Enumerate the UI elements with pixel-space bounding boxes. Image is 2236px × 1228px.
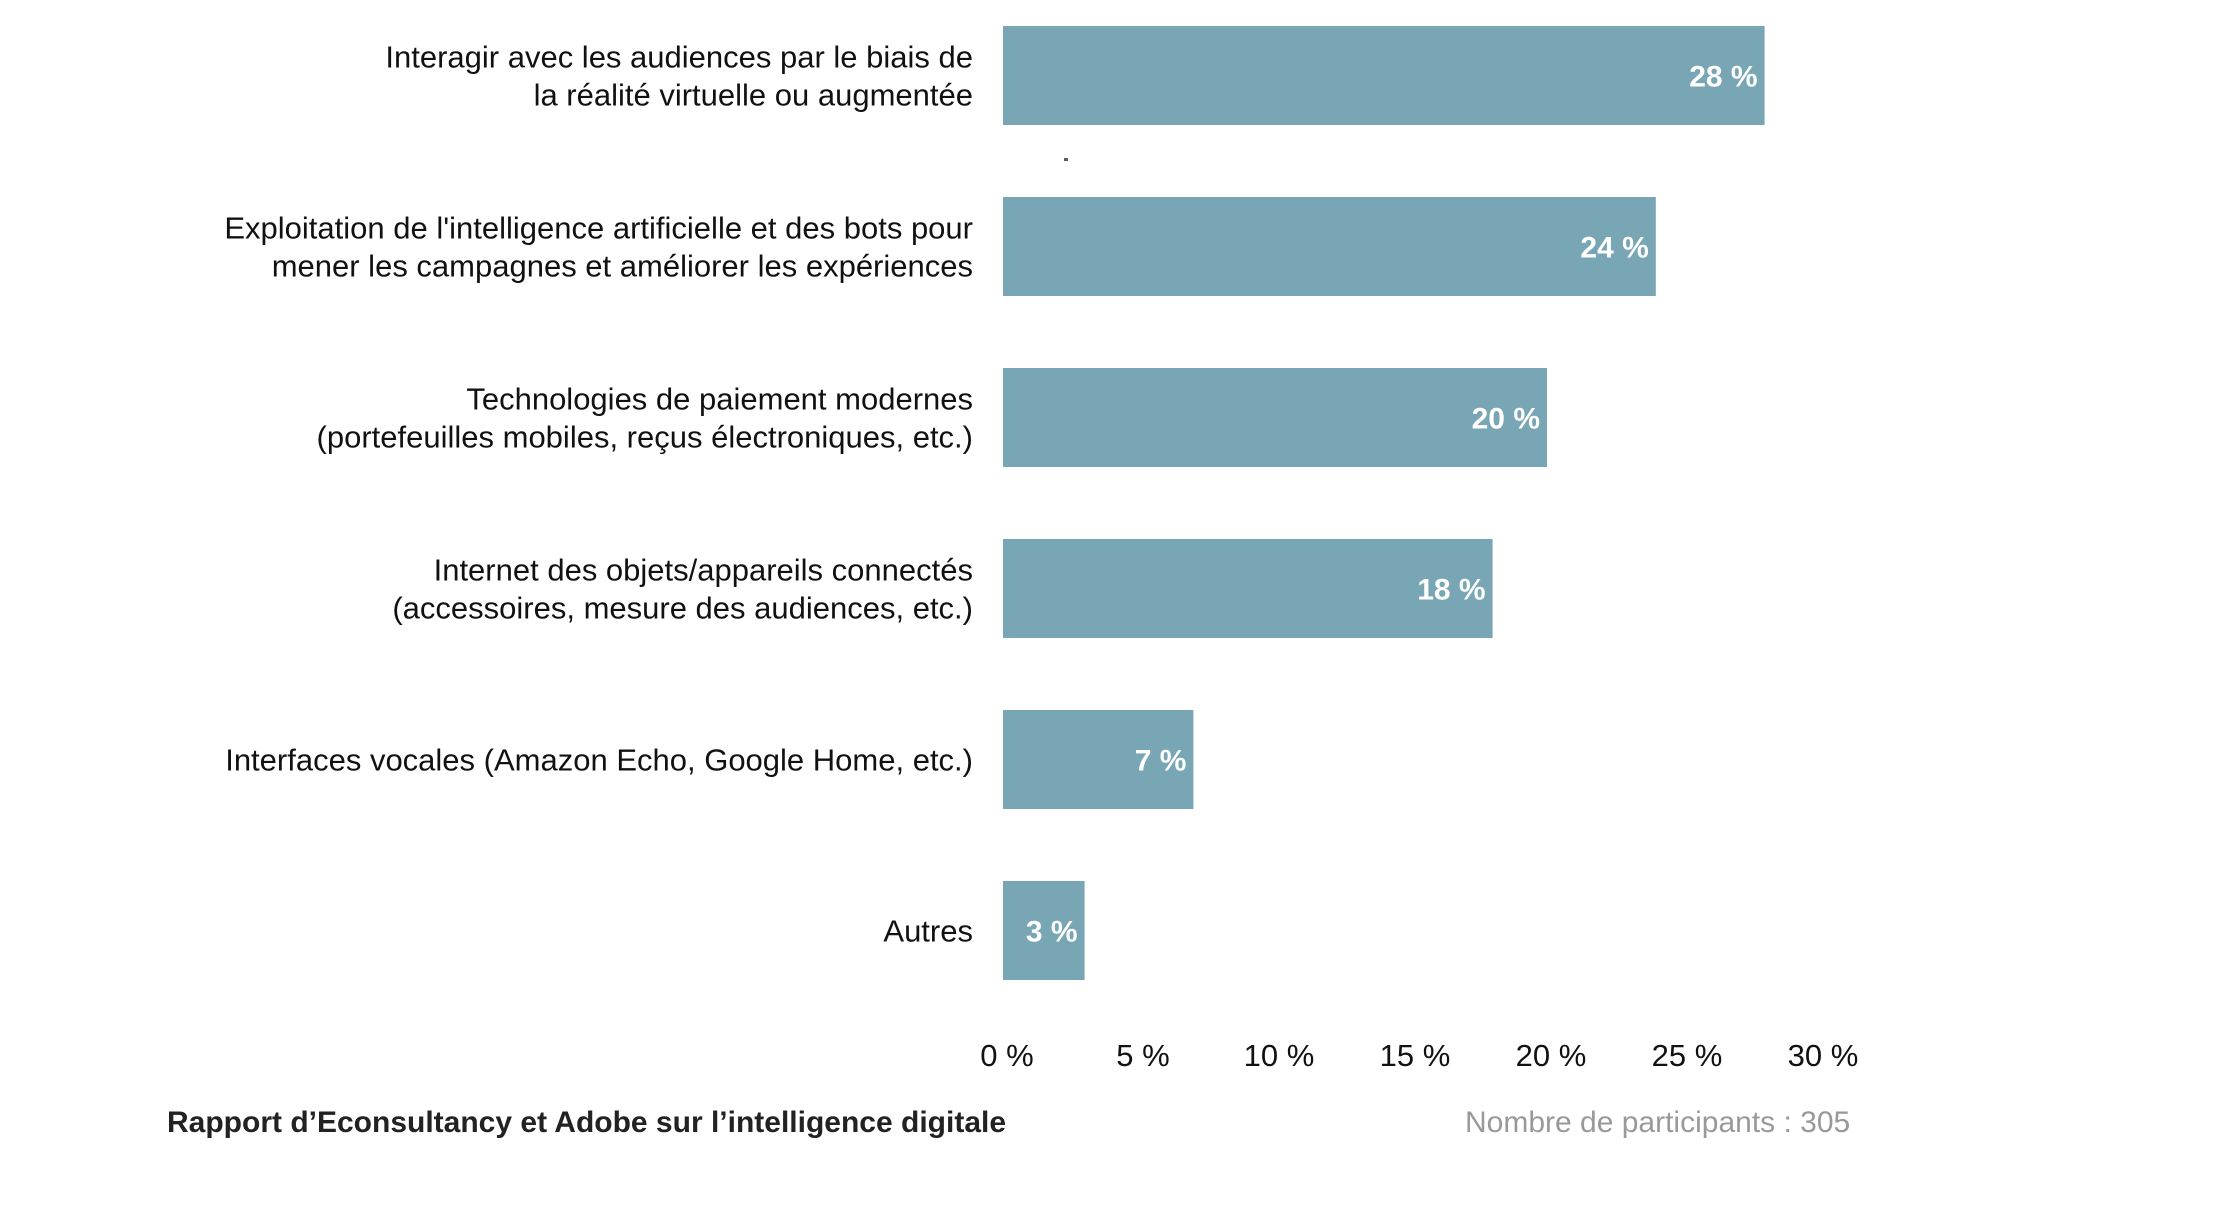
category-label-line: (portefeuilles mobiles, reçus électroniq… — [317, 420, 973, 455]
bar-value-label: 20 % — [1472, 403, 1540, 436]
category-label: Interagir avec les audiences par le biai… — [385, 40, 973, 113]
bar — [1003, 710, 1194, 809]
category-label: Interfaces vocales (Amazon Echo, Google … — [225, 743, 973, 778]
bar-value-label: 7 % — [1135, 745, 1187, 778]
category-label: Autres — [883, 914, 973, 949]
category-label: Exploitation de l'intelligence artificie… — [224, 211, 973, 284]
bar-value-label: 28 % — [1689, 61, 1757, 94]
footer-participant-count: Nombre de participants : 305 — [1465, 1106, 1851, 1139]
category-label-line: Exploitation de l'intelligence artificie… — [224, 211, 973, 246]
bar-value-label: 18 % — [1417, 574, 1485, 607]
x-tick-label: 15 % — [1380, 1038, 1451, 1073]
bar — [1003, 197, 1656, 296]
category-label: Internet des objets/appareils connectés(… — [392, 553, 973, 626]
x-tick-label: 30 % — [1788, 1038, 1859, 1073]
x-tick-label: 10 % — [1244, 1038, 1315, 1073]
bar — [1003, 26, 1765, 125]
category-label-line: Interagir avec les audiences par le biai… — [385, 40, 973, 75]
x-tick-label: 5 % — [1116, 1038, 1169, 1073]
bars-group — [1003, 26, 1765, 980]
category-label-line: Technologies de paiement modernes — [466, 382, 973, 417]
bar — [1003, 539, 1493, 638]
x-tick-label: 25 % — [1652, 1038, 1723, 1073]
value-labels-group: 28 % 24 % 20 % 18 % 7 % 3 % — [1026, 61, 1758, 949]
bar — [1003, 368, 1547, 467]
category-label-line: mener les campagnes et améliorer les exp… — [272, 249, 973, 284]
category-label-line: Autres — [883, 914, 973, 949]
category-labels-group: Interagir avec les audiences par le biai… — [224, 40, 973, 949]
stray-dot-marker — [1064, 158, 1068, 161]
category-label-line: Interfaces vocales (Amazon Echo, Google … — [225, 743, 973, 778]
x-axis-tick-labels: 0 % 5 % 10 % 15 % 20 % 25 % 30 % — [980, 1038, 1858, 1073]
category-label: Technologies de paiement modernes (portef… — [317, 382, 973, 455]
category-label-line: la réalité virtuelle ou augmentée — [534, 78, 973, 113]
bar-value-label: 3 % — [1026, 916, 1078, 949]
bar — [1003, 881, 1085, 980]
category-label-line: (accessoires, mesure des audiences, etc.… — [392, 591, 973, 626]
x-tick-label: 20 % — [1516, 1038, 1587, 1073]
footer-source: Rapport d’Econsultancy et Adobe sur l’in… — [167, 1106, 1007, 1139]
x-tick-label: 0 % — [980, 1038, 1033, 1073]
category-label-line: Internet des objets/appareils connectés — [434, 553, 973, 588]
bar-value-label: 24 % — [1580, 232, 1648, 265]
